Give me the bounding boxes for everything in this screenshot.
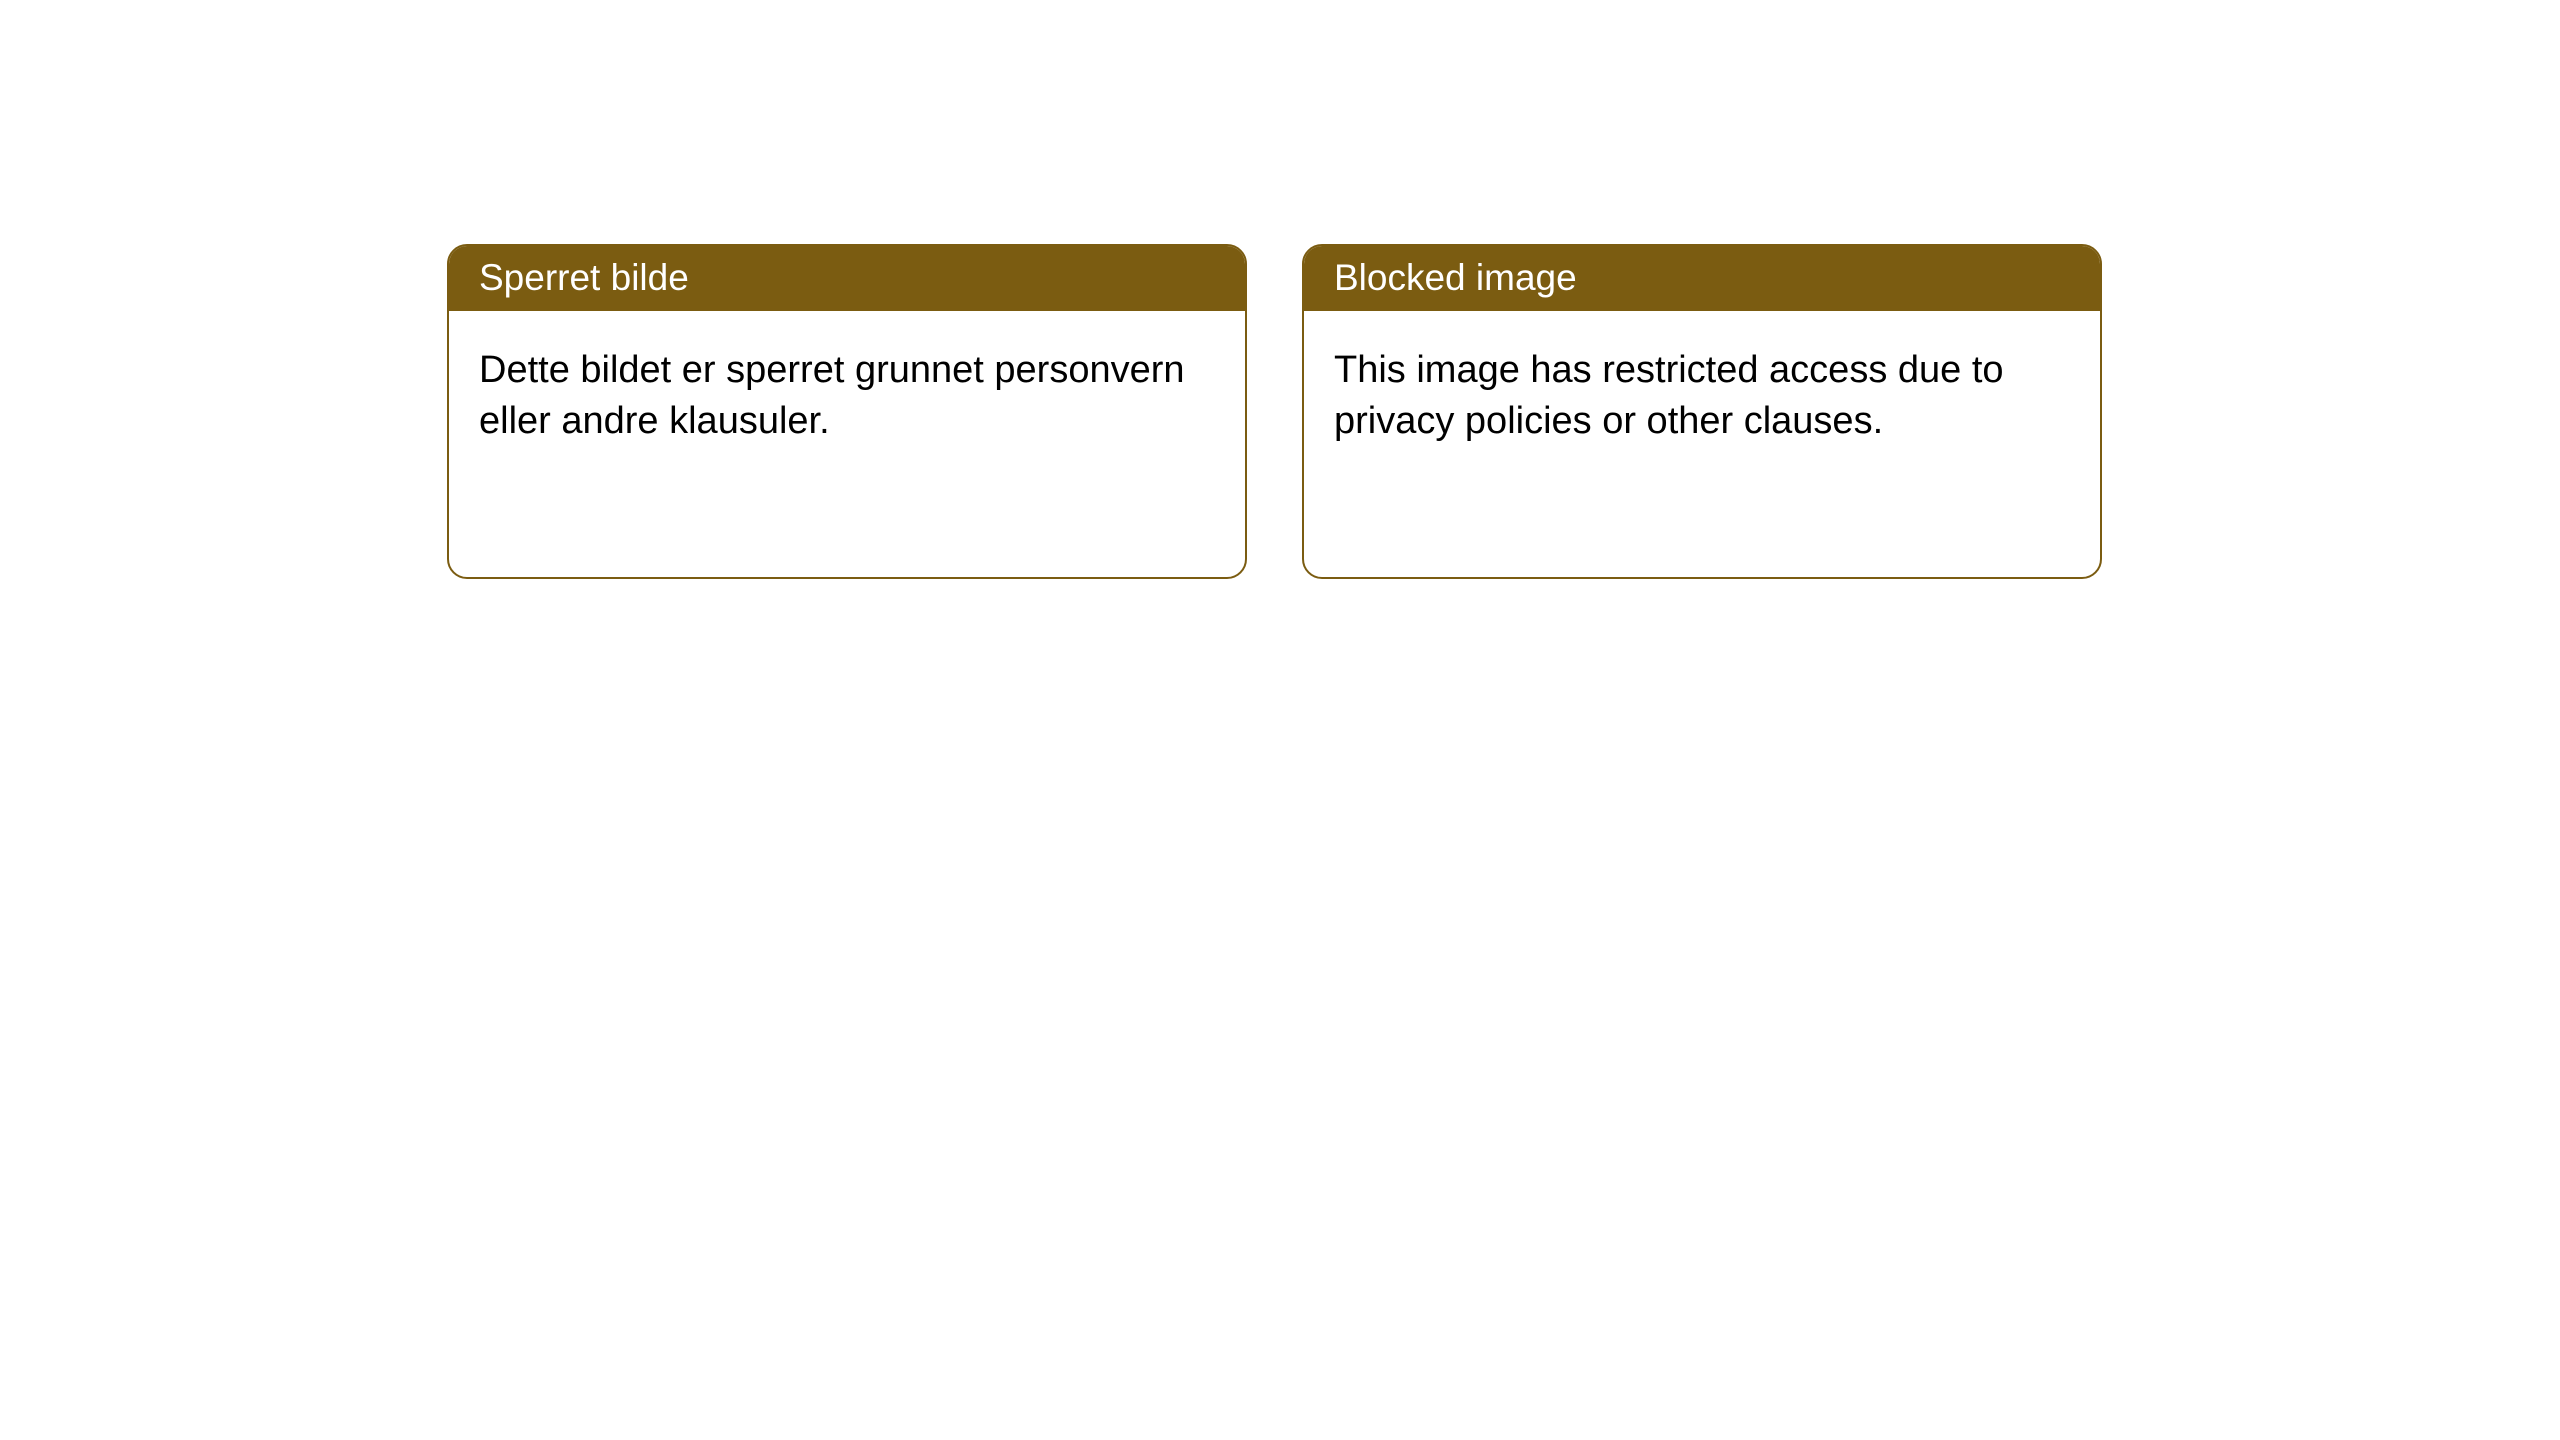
notice-body-norwegian: Dette bildet er sperret grunnet personve… [449, 311, 1245, 482]
notice-container: Sperret bilde Dette bildet er sperret gr… [447, 244, 2102, 579]
notice-title-norwegian: Sperret bilde [449, 246, 1245, 311]
notice-card-english: Blocked image This image has restricted … [1302, 244, 2102, 579]
notice-card-norwegian: Sperret bilde Dette bildet er sperret gr… [447, 244, 1247, 579]
notice-title-english: Blocked image [1304, 246, 2100, 311]
notice-body-english: This image has restricted access due to … [1304, 311, 2100, 482]
